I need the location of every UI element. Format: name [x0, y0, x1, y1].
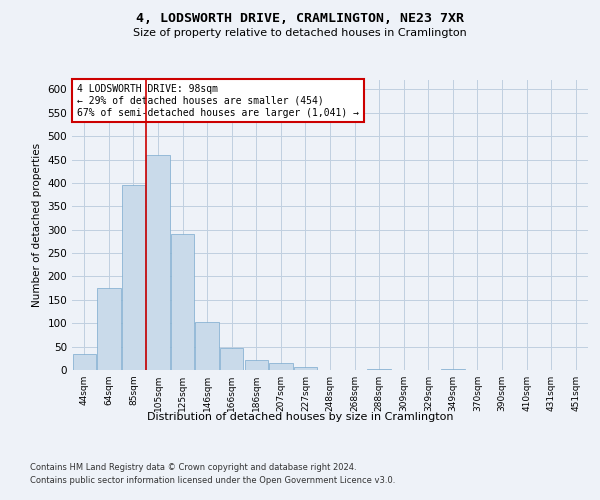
Bar [441, 369, 464, 370]
Text: Size of property relative to detached houses in Cramlington: Size of property relative to detached ho… [133, 28, 467, 38]
Bar [196, 322, 219, 370]
Bar [220, 348, 244, 370]
Bar [122, 185, 145, 370]
Bar [171, 234, 194, 370]
Text: 4 LODSWORTH DRIVE: 98sqm
← 29% of detached houses are smaller (454)
67% of semi-: 4 LODSWORTH DRIVE: 98sqm ← 29% of detach… [77, 84, 359, 117]
Bar [73, 354, 96, 370]
Bar [245, 360, 268, 370]
Bar [146, 155, 170, 370]
Text: Contains HM Land Registry data © Crown copyright and database right 2024.: Contains HM Land Registry data © Crown c… [30, 462, 356, 471]
Bar [269, 364, 293, 370]
Y-axis label: Number of detached properties: Number of detached properties [32, 143, 42, 307]
Text: 4, LODSWORTH DRIVE, CRAMLINGTON, NE23 7XR: 4, LODSWORTH DRIVE, CRAMLINGTON, NE23 7X… [136, 12, 464, 26]
Bar [367, 369, 391, 370]
Bar [294, 366, 317, 370]
Text: Contains public sector information licensed under the Open Government Licence v3: Contains public sector information licen… [30, 476, 395, 485]
Bar [97, 288, 121, 370]
Text: Distribution of detached houses by size in Cramlington: Distribution of detached houses by size … [147, 412, 453, 422]
